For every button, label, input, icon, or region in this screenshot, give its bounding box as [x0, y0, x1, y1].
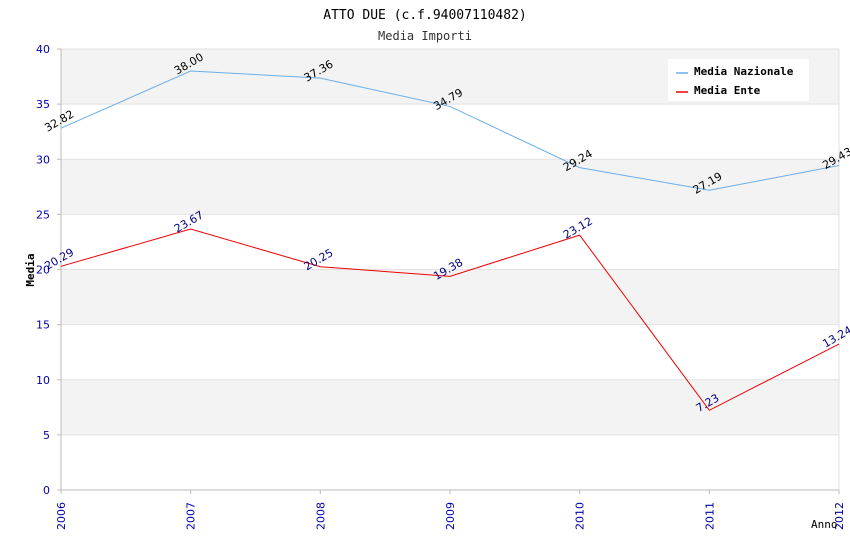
plot-band	[61, 434, 839, 490]
plot-band	[61, 379, 839, 435]
series-line-media-nazionale	[60, 70, 840, 191]
plot-band	[61, 269, 839, 325]
y-tick-label: 40	[36, 43, 50, 56]
legend-box	[668, 59, 809, 101]
y-axis-ticks: 0 5 10 15 20 25 30 35 40	[36, 43, 61, 497]
x-tick-label: 2012	[833, 502, 846, 530]
x-tick-label: 2011	[703, 502, 716, 530]
plot-background-bands	[61, 49, 839, 490]
y-axis-label: Media	[24, 253, 37, 286]
x-tick-label: 2007	[185, 502, 198, 530]
series-lines	[60, 70, 840, 411]
legend-label-media-nazionale: Media Nazionale	[694, 65, 794, 78]
plot-band	[61, 214, 839, 270]
chart-subtitle: Media Importi	[378, 29, 472, 43]
y-tick-label: 15	[36, 319, 50, 332]
y-tick-label: 25	[36, 208, 50, 221]
legend: Media Nazionale Media Ente	[668, 59, 809, 101]
x-tick-label: 2008	[314, 502, 327, 530]
x-tick-label: 2010	[574, 502, 587, 530]
x-tick-label: 2009	[444, 502, 457, 530]
plot-band	[61, 159, 839, 215]
y-tick-label: 20	[36, 264, 50, 277]
x-axis-ticks: 2006 2007 2008 2009 2010 2011 2012	[55, 490, 846, 530]
chart-title: ATTO DUE (c.f.94007110482)	[323, 8, 527, 23]
x-axis-label: Anno	[811, 518, 838, 531]
y-tick-label: 30	[36, 153, 50, 166]
y-tick-label: 35	[36, 98, 50, 111]
y-tick-label: 0	[43, 484, 50, 497]
plot-band	[61, 324, 839, 380]
y-tick-label: 10	[36, 374, 50, 387]
x-tick-label: 2006	[55, 502, 68, 530]
legend-label-media-ente: Media Ente	[694, 84, 761, 97]
series-line-media-ente	[60, 228, 840, 411]
plot-band	[61, 104, 839, 160]
y-tick-label: 5	[43, 429, 50, 442]
